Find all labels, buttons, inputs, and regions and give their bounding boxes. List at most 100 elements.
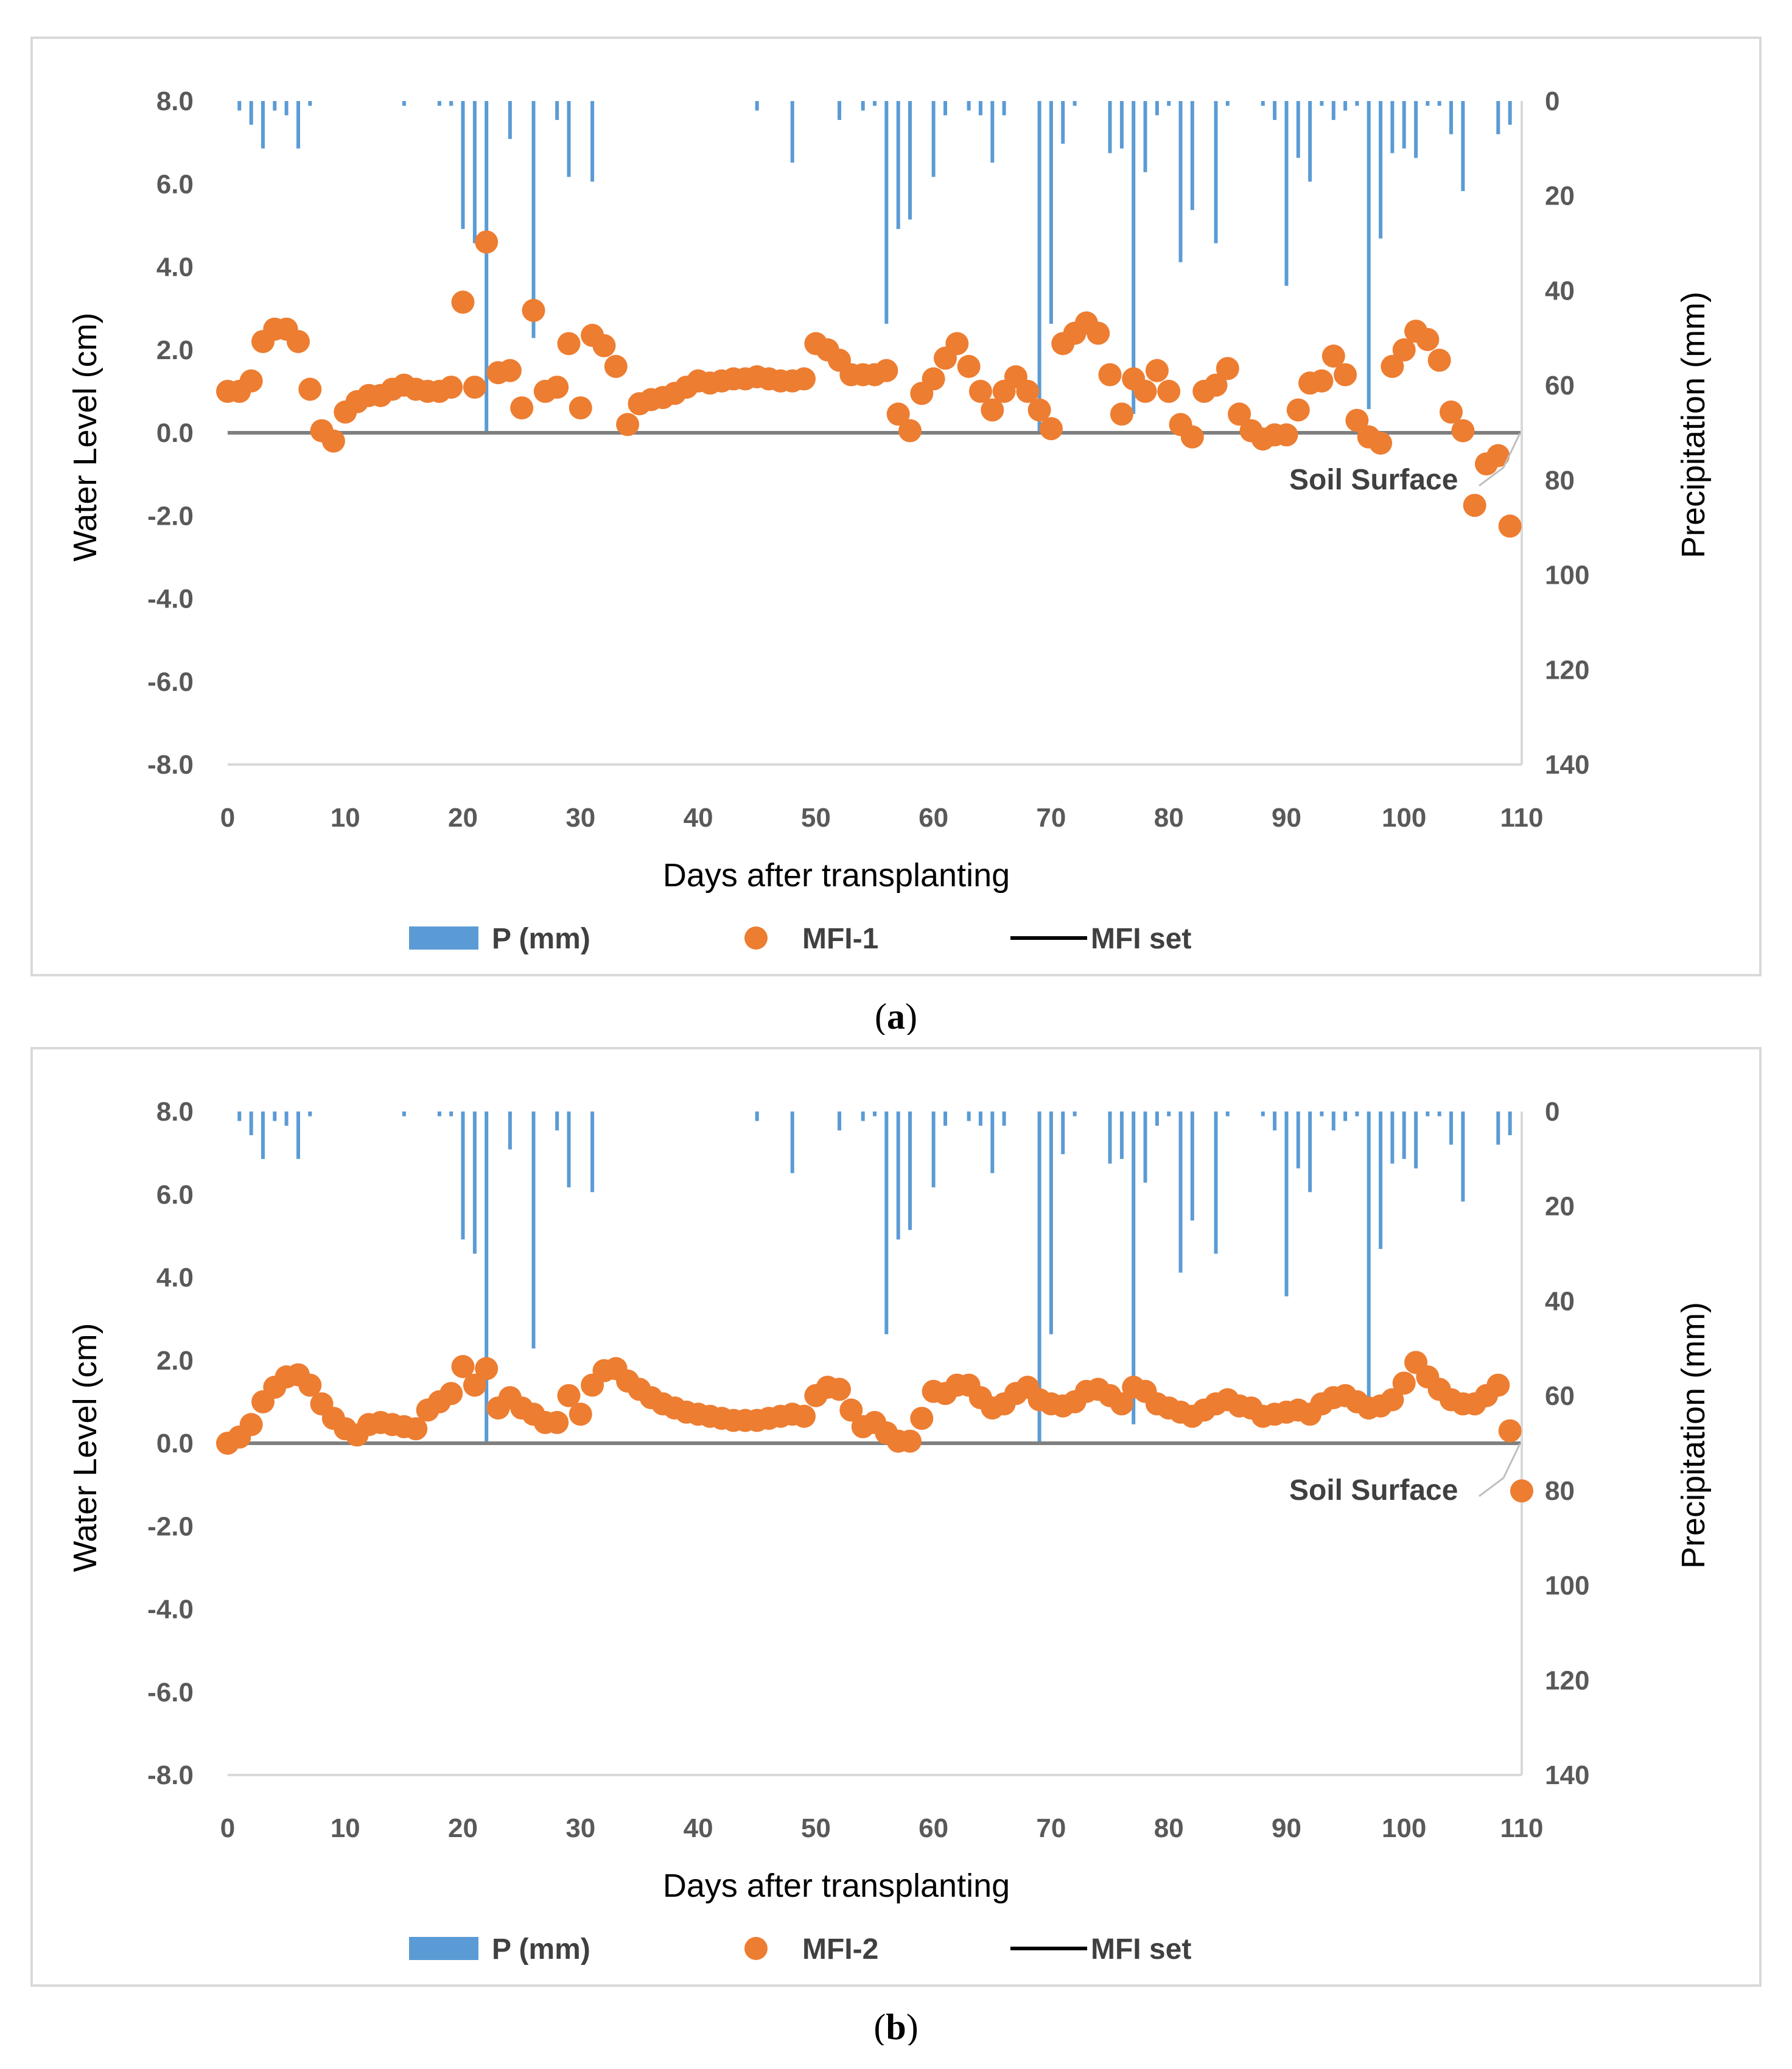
- panel-a-precip-bar: [1167, 101, 1171, 106]
- panel-a-mfi-point: [321, 429, 345, 453]
- panel-a-x-tick-label: 80: [1154, 803, 1184, 833]
- panel-b-y2-tick-label: 100: [1545, 1571, 1589, 1601]
- panel-a-x-tick-label: 10: [331, 803, 360, 833]
- panel-a-x-tick-label: 50: [801, 803, 831, 833]
- panel-b-precip-bar: [1225, 1112, 1230, 1116]
- panel-a-precip-bar: [402, 101, 406, 106]
- panel-a-mfi-point: [569, 396, 592, 420]
- panel-a-mfi-point: [522, 299, 545, 322]
- panel-b-legend-series-marker: [744, 1937, 768, 1960]
- panel-a-mfi-point: [1381, 355, 1404, 378]
- panel-b-mfi-point: [451, 1355, 475, 1378]
- panel-b-mfi-point: [1510, 1479, 1533, 1503]
- panel-b-precip-bar: [990, 1112, 995, 1174]
- panel-b-precip-bar: [1308, 1112, 1312, 1192]
- panel-b-mfi-point: [298, 1373, 322, 1397]
- panel-b-mfi-point: [463, 1373, 486, 1397]
- panel-a-precip-bar: [896, 101, 900, 229]
- panel-a-mfi-point: [1345, 408, 1369, 432]
- panel-a-precip-bar: [978, 101, 982, 116]
- panel-b-precip-bar: [437, 1112, 441, 1116]
- panel-a-legend-series-marker: [744, 926, 768, 950]
- panel-a-x-tick-label: 100: [1382, 803, 1426, 833]
- panel-a-x-tick-label: 60: [919, 803, 948, 833]
- panel-b-precip-bar: [555, 1112, 559, 1131]
- panel-a-precip-bar: [237, 101, 242, 111]
- panel-a-mfi-point: [1204, 373, 1228, 397]
- panel-b-precip-bar: [1155, 1112, 1159, 1126]
- panel-b-precip-bar: [1461, 1112, 1465, 1202]
- panel-a-mfi-point: [1180, 425, 1204, 449]
- panel-a-precip-bar: [1461, 101, 1465, 191]
- panel-b-precip-bar: [838, 1112, 841, 1131]
- panel-a-precip-bar: [273, 101, 277, 111]
- panel-a-mfi-point: [1321, 345, 1345, 368]
- panel-a-precip-bar: [1119, 101, 1124, 149]
- panel-a-mfi-point: [1027, 398, 1051, 422]
- panel-b-chart: 8.0 6.0 4.0 2.0 0.0 -2.0 -4.0 -6.0 -8.0 0 20 40 60 80…: [30, 1047, 1762, 2045]
- panel-b-precip-bar: [1379, 1112, 1383, 1249]
- panel-a-legend-precip-swatch: [409, 926, 478, 950]
- panel-a-precip-bar: [437, 101, 441, 106]
- panel-a-y2-tick-label: 60: [1545, 371, 1575, 401]
- panel-a-mfi-point: [1486, 444, 1510, 467]
- panel-a-mfi-point: [1451, 419, 1475, 443]
- panel-b-y-tick-label: 0.0: [156, 1429, 194, 1458]
- panel-a-caption: (a): [875, 996, 917, 1035]
- panel-b-precip-bar: [1261, 1112, 1265, 1116]
- panel-b-precip-bar: [1508, 1112, 1512, 1135]
- panel-a-mfi-point: [1463, 494, 1486, 517]
- panel-a-mfi-point: [545, 376, 569, 399]
- panel-a-precip-bar: [485, 101, 489, 433]
- panel-a-precip-bar: [296, 101, 300, 149]
- panel-b-precip-bar: [508, 1112, 512, 1150]
- panel-b-precip-bar: [249, 1112, 253, 1135]
- panel-a-precip-bar: [861, 101, 865, 111]
- panel-b-y2-tick-label: 120: [1545, 1665, 1589, 1695]
- panel-a-mfi-point: [1016, 379, 1040, 403]
- panel-b-precip-bar: [296, 1112, 300, 1159]
- panel-b-precip-bar: [567, 1112, 571, 1188]
- panel-a-mfi-point: [498, 359, 522, 382]
- panel-a-mfi-point: [793, 367, 816, 391]
- panel-b-precip-bar: [485, 1112, 489, 1443]
- panel-a-caption-letter: a: [887, 996, 905, 1035]
- panel-b-legend-series-label: MFI-2: [802, 1933, 878, 1966]
- panel-a-mfi-point: [557, 332, 581, 355]
- panel-a-precip-bar: [1308, 101, 1312, 182]
- panel-a-x-tick-label: 90: [1272, 803, 1301, 833]
- panel-a-precip-bar: [967, 101, 971, 111]
- panel-b-legend-precip-label: P (mm): [492, 1933, 590, 1966]
- panel-a-y2-axis-title: Precipitation (mm): [1675, 292, 1712, 558]
- panel-a-mfi-point: [451, 290, 475, 314]
- panel-a-mfi-point: [1216, 357, 1239, 380]
- panel-a-y2-tick-label: 80: [1545, 466, 1575, 495]
- panel-b-x-tick-label: 30: [565, 1813, 595, 1843]
- panel-a-precip-bar: [284, 101, 289, 116]
- panel-b-y-axis-title: Water Level (cm): [67, 1323, 103, 1572]
- panel-a-precip-bar: [1073, 101, 1077, 106]
- panel-b-precip-bar: [1037, 1112, 1041, 1443]
- panel-b-x-tick-label: 110: [1500, 1813, 1544, 1843]
- panel-b-x-tick-label: 10: [331, 1813, 360, 1843]
- panel-a-precip-bar: [461, 101, 465, 229]
- panel-a-x-axis-title: Days after transplanting: [663, 857, 1010, 894]
- panel-b-mfi-point: [545, 1410, 569, 1434]
- panel-b-precip-bar: [1449, 1112, 1453, 1145]
- panel-a-soil-surface-leader: [1479, 433, 1521, 487]
- panel-a-tick-labels: 8.0 6.0 4.0 2.0 0.0 -2.0 -4.0 -6.0 -8.0 0 20 40 60 80…: [147, 86, 1589, 833]
- panel-a-y-tick-label: -8.0: [147, 750, 194, 780]
- panel-b-mfi-point: [1392, 1371, 1416, 1395]
- panel-a-mfi-point: [616, 413, 640, 436]
- panel-b-x-tick-label: 20: [448, 1813, 478, 1843]
- panel-b-mfi-point: [475, 1357, 499, 1381]
- panel-b-mfi-point: [1498, 1419, 1522, 1443]
- panel-a-mfi-point: [1440, 400, 1463, 424]
- panel-a-mfi-point: [463, 376, 486, 399]
- panel-b-precip-bar: [1214, 1112, 1218, 1254]
- panel-a-mfi-point: [1133, 379, 1157, 403]
- panel-b-precip-bar: [449, 1112, 453, 1116]
- panel-a-x-tick-label: 30: [565, 803, 595, 833]
- panel-a-x-tick-label: 0: [220, 803, 235, 833]
- panel-a-precip-bar: [1379, 101, 1383, 239]
